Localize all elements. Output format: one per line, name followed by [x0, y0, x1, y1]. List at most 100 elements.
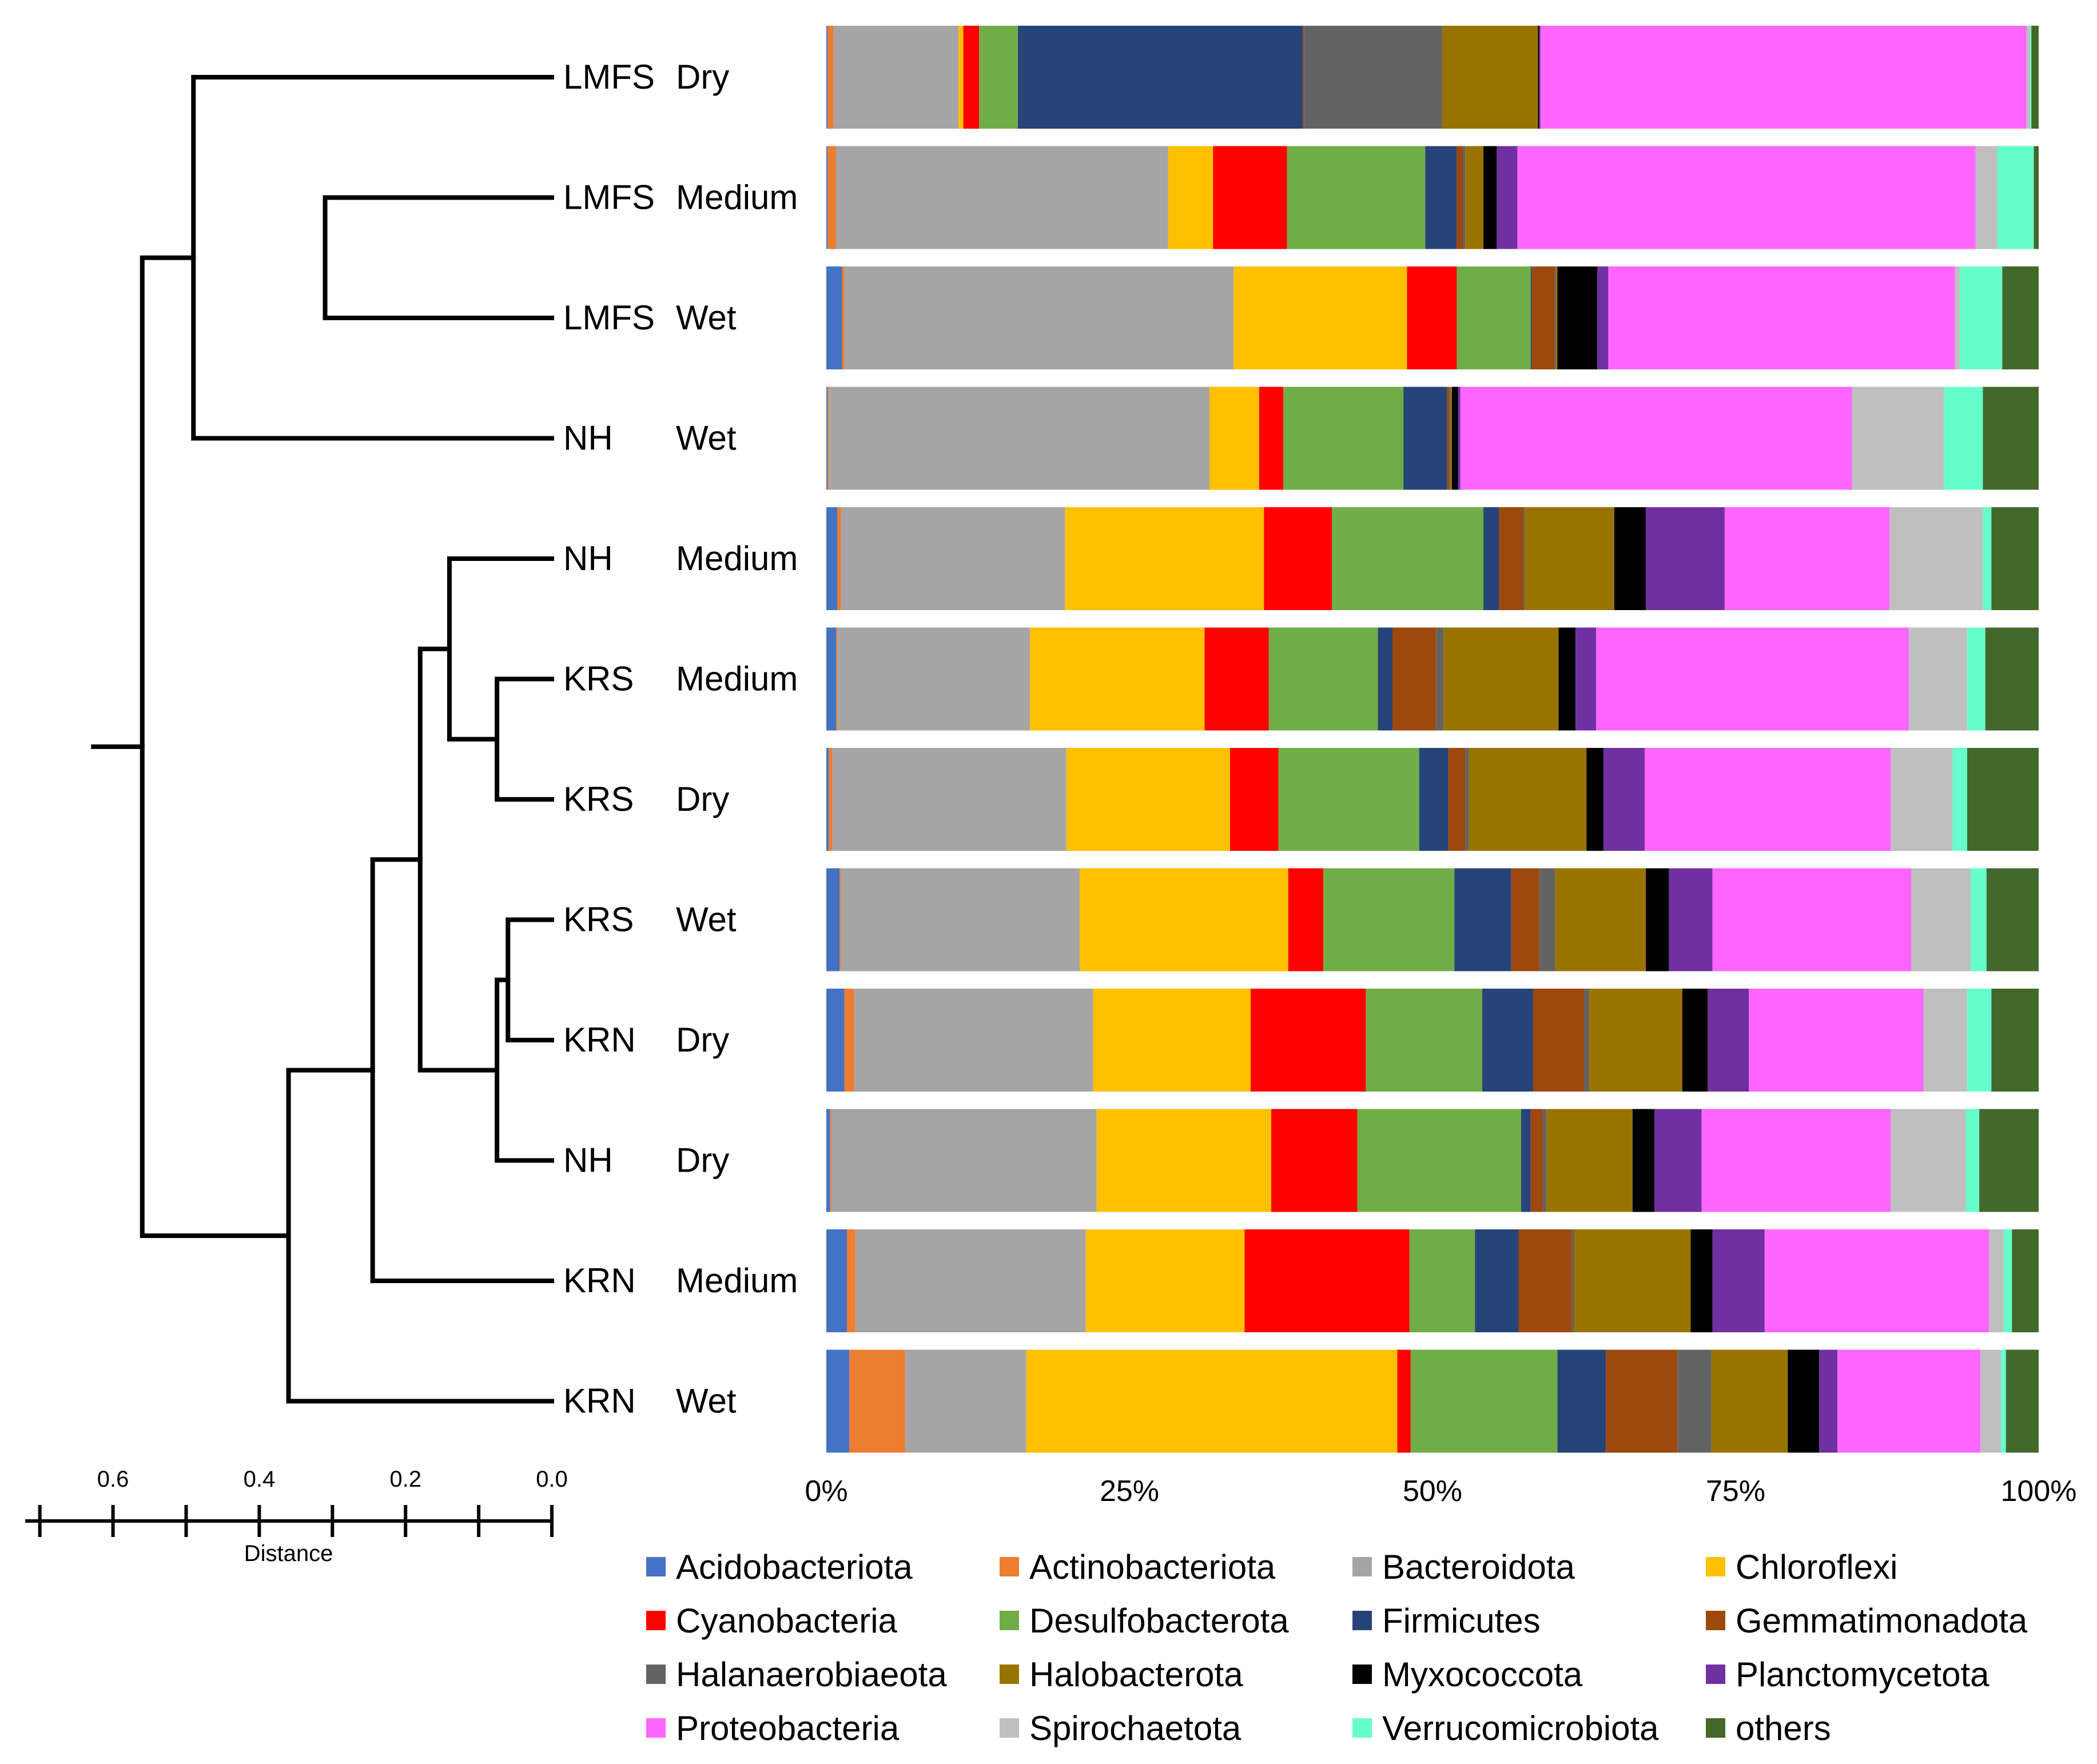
sample-condition-label: Medium [676, 539, 798, 578]
bar-segment [958, 26, 964, 129]
bar-segment [1448, 748, 1466, 851]
legend-label: Planctomycetota [1736, 1655, 1989, 1694]
bar-segment [830, 1109, 831, 1212]
bar-segment [837, 507, 841, 610]
bar-segment [1213, 146, 1287, 249]
bar-segment [1096, 1109, 1272, 1212]
legend-label: Chloroflexi [1736, 1548, 1897, 1586]
sample-site-label: KRN [563, 1382, 636, 1420]
sample-site-label: KRS [563, 901, 634, 939]
legend-label: Firmicutes [1382, 1602, 1541, 1640]
x-tick-label: 25% [1100, 1475, 1159, 1508]
bar-segment [1677, 1349, 1712, 1453]
bar-segment [979, 26, 1018, 129]
legend-label: Actinobacteriota [1029, 1548, 1276, 1586]
sample-site-label: LMFS [563, 178, 655, 217]
bar-row [826, 266, 2039, 369]
bar-segment [1558, 627, 1576, 731]
bar-segment [1443, 627, 1559, 731]
dendrogram-branch [140, 255, 291, 1239]
bar-segment [826, 1349, 850, 1453]
bar-segment [831, 1109, 1097, 1212]
legend-label: Proteobacteria [676, 1709, 900, 1747]
bar-segment [1557, 1349, 1606, 1453]
bar-segment [1278, 748, 1419, 851]
bar-segment [1531, 266, 1555, 369]
bar-segment [1556, 266, 1558, 369]
legend-label: Bacteroidota [1382, 1548, 1575, 1586]
bar-segment [1646, 507, 1725, 610]
legend-item: Verrucomicrobiota [1352, 1709, 1659, 1747]
bar-segment [1764, 1229, 1989, 1332]
bar-segment [2003, 1229, 2012, 1332]
bar-segment [1542, 1109, 1547, 1212]
bar-segment [2026, 26, 2031, 129]
bar-row [826, 1229, 2039, 1332]
bar-segment [1287, 146, 1426, 249]
legend-item: Halanaerobiaeota [646, 1655, 947, 1694]
bar-row [826, 1349, 2039, 1453]
bar-segment [1251, 989, 1366, 1092]
legend-label: others [1736, 1709, 1831, 1747]
bar-segment [1603, 748, 1645, 851]
bar-segment [1909, 627, 1967, 731]
bar-segment [1304, 26, 1442, 129]
bar-segment [841, 507, 1065, 610]
bar-segment [1788, 1349, 1820, 1453]
bar-segment [1283, 387, 1404, 490]
bar-segment [1460, 387, 1852, 490]
bar-segment [1233, 266, 1407, 369]
dendrogram-branch [506, 917, 554, 1042]
bar-segment [1447, 387, 1450, 490]
bar-segment [826, 748, 829, 851]
bar-segment [1463, 146, 1466, 249]
bar-row [826, 748, 2039, 851]
bar-segment [1259, 387, 1284, 490]
bar-segment [1997, 146, 2034, 249]
bar-row [826, 387, 2039, 490]
bar-segment [1819, 1349, 1838, 1453]
bar-segment [849, 1349, 905, 1453]
bar-segment [1093, 989, 1251, 1092]
legend-swatch [1000, 1611, 1019, 1630]
legend-label: Halobacterota [1029, 1655, 1243, 1694]
legend-swatch [646, 1557, 666, 1576]
bar-segment [826, 387, 828, 490]
bar-segment [826, 146, 828, 249]
legend-swatch [646, 1718, 666, 1738]
bar-segment [826, 1109, 830, 1212]
bar-row [826, 507, 2039, 610]
legend-swatch [1000, 1557, 1019, 1576]
bar-segment [1632, 1109, 1654, 1212]
bar-segment [1425, 146, 1457, 249]
bar-segment [1410, 1349, 1558, 1453]
bar-segment [1030, 627, 1205, 731]
bar-segment [1419, 748, 1449, 851]
dendrogram-branch [495, 676, 554, 802]
bar-segment [1066, 748, 1230, 851]
sample-site-label: LMFS [563, 298, 655, 337]
bar-segment [1518, 1229, 1572, 1332]
bar-row [826, 26, 2039, 129]
bar-segment [1457, 266, 1531, 369]
dendrogram-branch [286, 1068, 554, 1404]
x-tick-label: 50% [1403, 1475, 1462, 1508]
bar-segment [832, 748, 1067, 851]
bar-segment [1923, 989, 1967, 1092]
sample-condition-label: Dry [676, 58, 729, 96]
bar-segment [827, 146, 836, 249]
legend-item: Acidobacteriota [646, 1548, 913, 1586]
dendrogram-branch [191, 75, 554, 441]
bar-segment [1891, 748, 1953, 851]
bar-segment [1682, 989, 1708, 1092]
legend-item: Cyanobacteria [646, 1602, 898, 1640]
bar-segment [1271, 1109, 1358, 1212]
bar-segment [1483, 146, 1497, 249]
legend-swatch [1706, 1665, 1725, 1684]
bar-segment [847, 1229, 855, 1332]
bar-segment [1991, 989, 2039, 1092]
bar-segment [2002, 266, 2039, 369]
bar-segment [1967, 989, 1992, 1092]
bar-segment [1517, 146, 1976, 249]
distance-tick-label: 0.6 [97, 1467, 129, 1492]
